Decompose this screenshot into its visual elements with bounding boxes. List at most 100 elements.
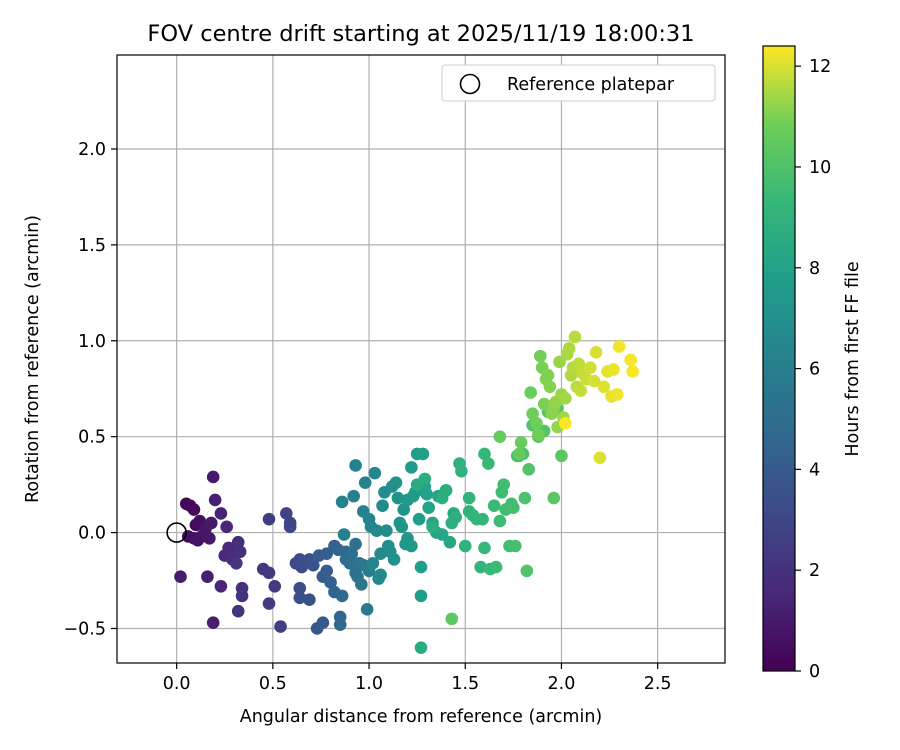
data-point: [320, 547, 334, 560]
x-axis-ticks: 0.0 0.5 1.0 1.5 2.0 2.5: [163, 663, 672, 694]
data-point: [405, 461, 418, 474]
data-point: [380, 524, 393, 537]
data-point: [333, 618, 347, 631]
data-point: [449, 510, 462, 524]
data-point: [612, 340, 626, 353]
data-point: [389, 476, 403, 490]
data-point: [337, 528, 351, 541]
data-point: [412, 512, 426, 526]
data-point: [233, 545, 247, 559]
data-point: [547, 491, 561, 505]
data-point: [493, 430, 507, 443]
data-point: [559, 392, 572, 405]
plot-area-frame: [116, 54, 726, 664]
data-point: [489, 560, 503, 574]
x-tick-label: 1.0: [355, 674, 383, 694]
colorbar-tick-label: 4: [809, 460, 820, 480]
data-point: [366, 556, 380, 570]
data-point: [443, 535, 457, 549]
y-tick-label: 2.0: [78, 140, 106, 160]
chart-title: FOV centre drift starting at 2025/11/19 …: [147, 21, 694, 47]
data-point: [626, 365, 639, 378]
y-tick-label: 1.0: [78, 332, 106, 352]
colorbar: 0 2 4 6 8 10 12 Hours from first FF file: [762, 45, 863, 682]
x-tick-label: 2.0: [548, 674, 576, 694]
data-point: [335, 495, 349, 509]
data-point: [204, 516, 218, 530]
data-point: [455, 464, 468, 478]
data-point: [349, 459, 362, 472]
y-tick-label: 0.0: [78, 524, 106, 544]
data-point: [360, 602, 374, 616]
colorbar-tick-label: 0: [809, 662, 820, 682]
data-point: [345, 547, 359, 560]
data-point: [474, 560, 487, 574]
data-point: [587, 374, 601, 388]
data-point: [262, 512, 276, 526]
data-point: [343, 556, 357, 570]
data-point: [208, 493, 222, 507]
data-point: [476, 512, 489, 526]
y-tick-label: 1.5: [78, 236, 106, 256]
data-point: [355, 578, 368, 591]
colorbar-tick-label: 10: [809, 158, 831, 178]
data-point: [374, 568, 387, 582]
data-point: [458, 539, 472, 553]
data-point: [514, 436, 528, 449]
reference-platepar-marker: [166, 522, 187, 543]
data-point: [533, 349, 547, 363]
legend-label: Reference platepar: [507, 75, 675, 95]
data-point: [562, 342, 576, 355]
data-point: [445, 612, 459, 626]
data-point: [414, 589, 428, 603]
data-point: [420, 487, 434, 501]
data-point: [553, 355, 566, 369]
data-point: [220, 520, 233, 534]
data-point: [295, 560, 309, 574]
data-point: [262, 566, 276, 580]
data-point: [262, 597, 276, 610]
data-point: [214, 507, 228, 520]
y-axis-label: Rotation from reference (arcmin): [23, 215, 43, 503]
data-point: [584, 361, 597, 374]
legend-box: [441, 64, 716, 102]
data-point: [316, 616, 330, 630]
data-point: [543, 380, 557, 394]
data-point: [293, 591, 307, 605]
colorbar-label: Hours from first FF file: [843, 261, 863, 456]
data-point: [368, 466, 382, 480]
y-axis-ticks: −0.5 0.0 0.5 1.0 1.5 2.0: [64, 140, 117, 639]
data-point: [493, 514, 507, 528]
data-point: [530, 416, 543, 430]
data-point: [231, 604, 245, 618]
data-point: [497, 478, 511, 491]
data-point: [607, 363, 620, 376]
data-point: [589, 345, 603, 359]
data-point: [507, 501, 520, 514]
data-point: [508, 539, 522, 553]
data-point: [206, 470, 220, 484]
data-point: [524, 386, 537, 399]
colorbar-tick-label: 8: [809, 259, 820, 279]
data-point: [268, 579, 282, 593]
data-point: [405, 539, 418, 553]
x-tick-label: 1.5: [451, 674, 479, 694]
data-point: [526, 407, 539, 420]
data-point: [280, 507, 293, 520]
data-point: [478, 541, 491, 555]
data-point: [335, 589, 349, 603]
grid-lines: [117, 55, 725, 663]
data-point: [370, 524, 384, 537]
data-point: [387, 553, 401, 566]
scatter-points: [166, 330, 639, 654]
data-point: [518, 491, 532, 505]
data-point: [203, 532, 216, 545]
data-point: [439, 484, 453, 497]
data-point: [414, 560, 428, 574]
data-point: [293, 581, 307, 595]
data-point: [324, 576, 337, 589]
data-point: [426, 520, 439, 534]
data-point: [391, 491, 405, 505]
data-point: [555, 449, 568, 463]
